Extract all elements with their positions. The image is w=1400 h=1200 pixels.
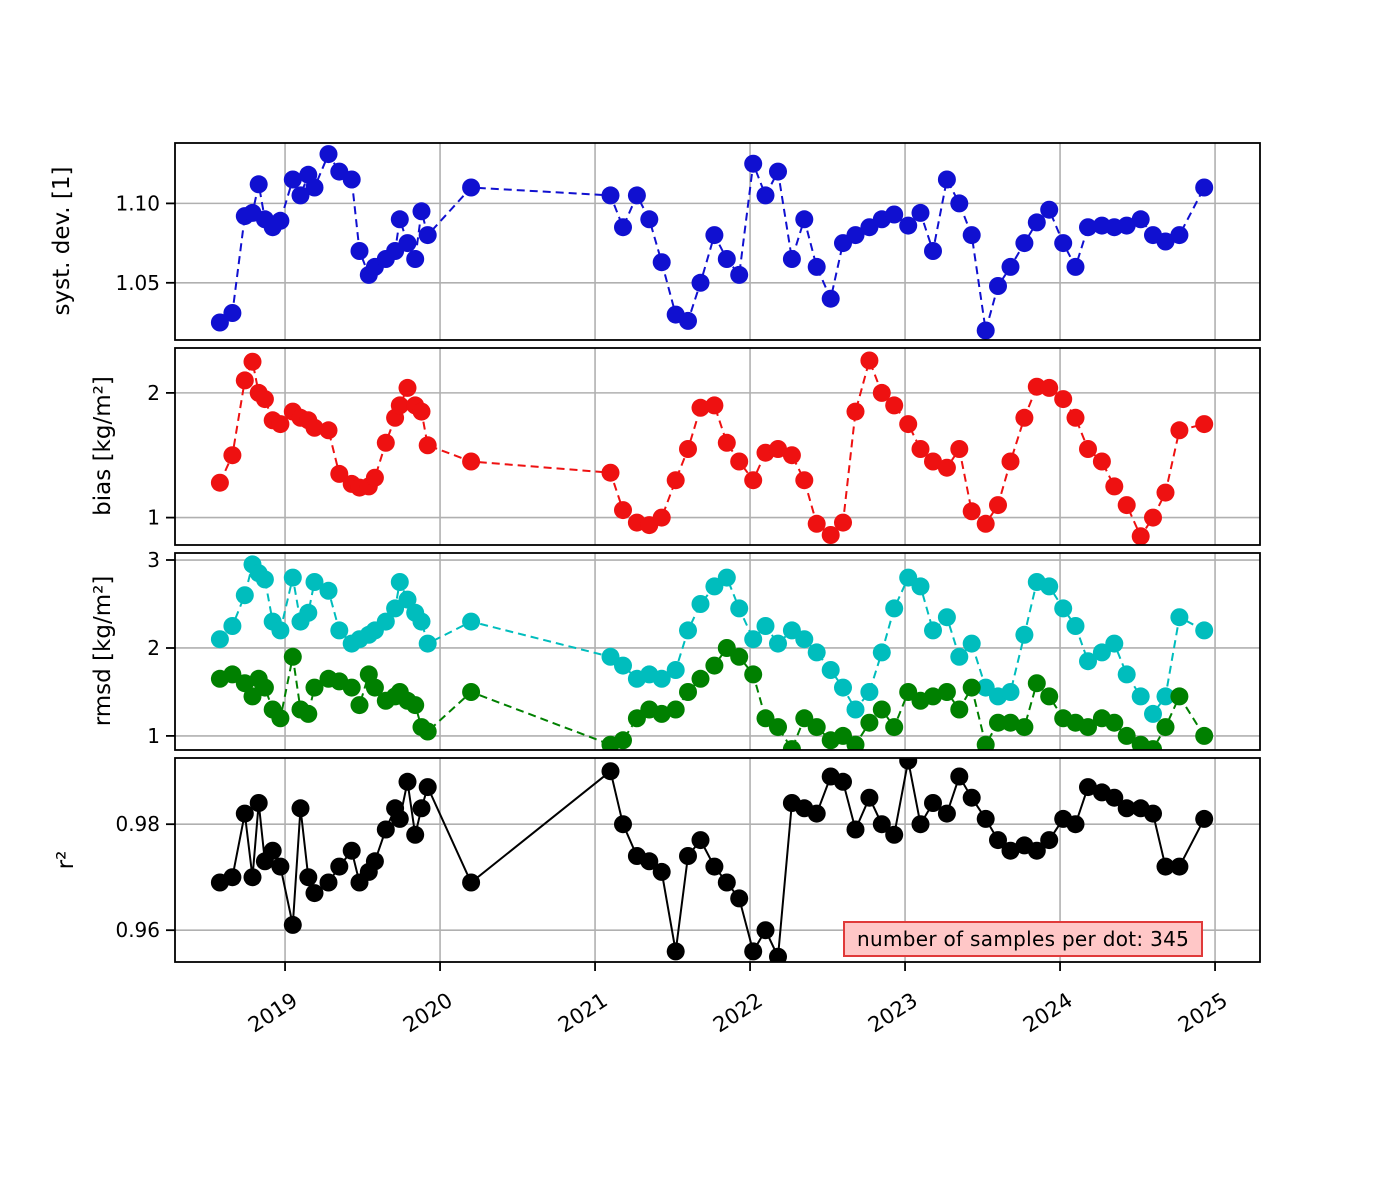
svg-text:2: 2 — [147, 381, 160, 405]
svg-text:2023: 2023 — [864, 988, 922, 1037]
svg-text:1: 1 — [147, 506, 160, 530]
samples-annotation: number of samples per dot: 345 — [843, 921, 1204, 957]
series-rmsd-cyan — [210, 555, 1214, 723]
panel-rmsd: 1 2 3 — [147, 548, 1261, 751]
ylabel-syst-dev: syst. dev. [1] — [49, 166, 75, 316]
series-r2 — [210, 758, 1214, 962]
svg-text:1: 1 — [147, 724, 160, 748]
panel-r2: 0.96 0.98 — [115, 757, 1261, 963]
svg-text:2019: 2019 — [244, 988, 302, 1037]
svg-text:2025: 2025 — [1174, 988, 1232, 1037]
panel-syst-dev: 1.05 1.10 — [115, 142, 1261, 341]
series-rmsd-green — [210, 639, 1214, 750]
svg-text:0.98: 0.98 — [115, 812, 160, 836]
svg-text:2021: 2021 — [554, 988, 612, 1037]
series-bias — [210, 351, 1214, 545]
svg-text:2020: 2020 — [399, 988, 457, 1037]
panel-bias: 12 — [147, 347, 1261, 546]
ylabel-bias: bias [kg/m²] — [90, 376, 116, 516]
svg-text:1.05: 1.05 — [115, 271, 160, 295]
svg-text:1.10: 1.10 — [115, 191, 160, 215]
svg-text:3: 3 — [147, 548, 160, 572]
svg-text:0.96: 0.96 — [115, 918, 160, 942]
ylabel-r2: r² — [53, 850, 79, 870]
svg-text:2022: 2022 — [709, 988, 767, 1037]
ylabel-rmsd: rmsd [kg/m²] — [90, 575, 116, 727]
series-syst-dev — [210, 145, 1214, 340]
svg-text:2024: 2024 — [1019, 988, 1077, 1037]
svg-text:2: 2 — [147, 636, 160, 660]
